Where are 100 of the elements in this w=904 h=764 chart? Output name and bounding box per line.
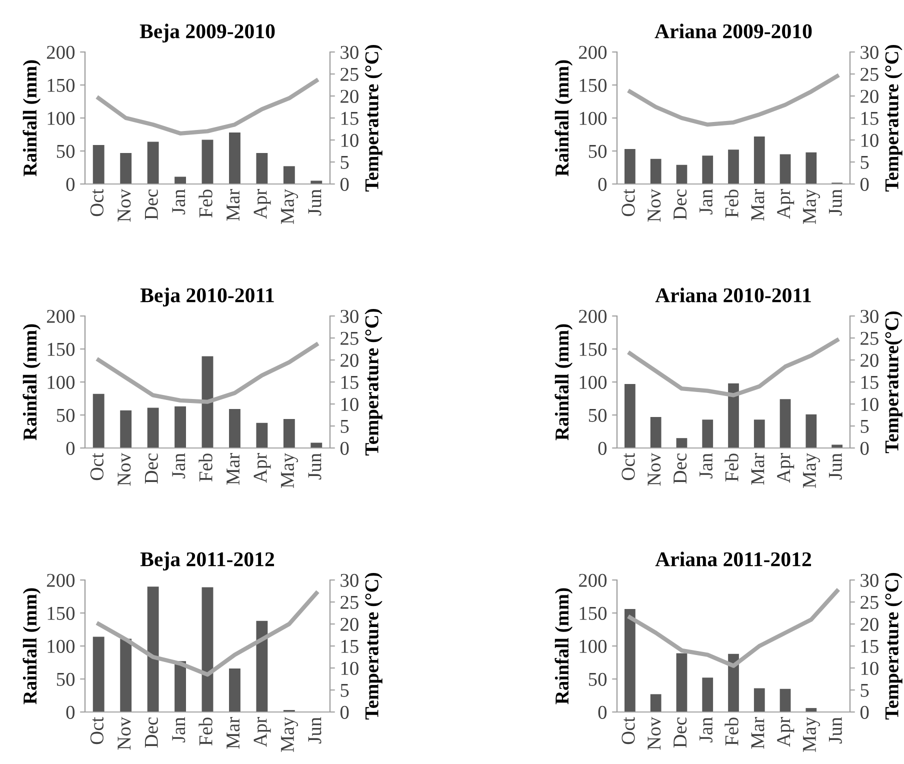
chart-title: Beja 2011-2012 (140, 552, 274, 571)
y2-tick-label: 25 (860, 68, 878, 81)
x-tick-label: Oct (90, 452, 104, 480)
bar (283, 166, 295, 184)
y-tick-label: 150 (48, 606, 75, 620)
y2-tick-label: 15 (861, 640, 878, 653)
y2-tick-label: 30 (340, 46, 358, 59)
bar (202, 356, 214, 448)
y-axis-title: Rainfall (mm) (22, 324, 41, 440)
x-tick-label: Dec (674, 453, 687, 484)
y2-tick-label: 10 (341, 134, 358, 147)
y-tick-label: 50 (56, 144, 75, 158)
y-tick-label: 0 (66, 442, 75, 455)
y2-tick-label: 5 (340, 684, 349, 697)
y2-tick-label: 20 (860, 354, 878, 367)
y2-tick-label: 5 (340, 420, 349, 433)
y-axis-title: Rainfall (mm) (22, 588, 41, 704)
x-tick-label: May (281, 452, 298, 488)
y2-axis-title: Temperature (°C) (364, 45, 382, 192)
x-tick-label: Jun (829, 453, 842, 480)
x-tick-label: Mar (226, 453, 240, 485)
bar (780, 688, 791, 712)
y-axis-title: Rainfall (mm) (554, 60, 573, 176)
bar (832, 444, 842, 448)
bar (650, 416, 662, 448)
y2-tick-label: 0 (860, 442, 869, 455)
x-tick-label: Jun (829, 189, 842, 216)
x-tick-label: Mar (751, 189, 764, 221)
chart-title: Ariana 2010-2011 (655, 288, 811, 302)
bar (624, 149, 636, 184)
y2-tick-label: 25 (340, 596, 358, 609)
bar (310, 180, 322, 184)
x-tick-label: Oct (622, 452, 635, 480)
bar (728, 150, 739, 184)
bar (702, 156, 714, 184)
y2-tick-label: 20 (340, 90, 358, 103)
y-tick-label: 200 (46, 574, 75, 587)
x-tick-label: Jan (172, 453, 186, 478)
y2-tick-label: 10 (861, 398, 878, 411)
x-tick-label: Jan (700, 189, 712, 214)
y2-tick-label: 0 (340, 442, 349, 455)
y-tick-label: 150 (580, 78, 607, 92)
y-tick-label: 50 (588, 408, 607, 422)
y-tick-label: 0 (598, 706, 607, 719)
y2-tick-label: 30 (860, 46, 878, 59)
y-axis-title: Rainfall (mm) (554, 588, 573, 704)
y2-tick-label: 5 (860, 684, 869, 697)
y-tick-label: 100 (580, 112, 607, 125)
x-tick-label: Jan (172, 189, 186, 214)
y2-tick-label: 25 (860, 332, 878, 345)
y-tick-label: 150 (580, 342, 607, 356)
y-tick-label: 150 (48, 342, 75, 356)
x-tick-label: Jun (829, 717, 842, 744)
y2-tick-label: 30 (860, 310, 878, 323)
x-tick-label: Apr (777, 189, 794, 219)
x-tick-label: Nov (118, 716, 131, 750)
bar (676, 438, 688, 448)
x-tick-label: May (803, 716, 820, 752)
bar (676, 653, 688, 712)
bar (256, 620, 268, 712)
y2-tick-label: 15 (861, 376, 878, 389)
bar (650, 158, 662, 184)
bar (728, 383, 739, 448)
y-tick-label: 100 (48, 640, 75, 653)
x-tick-label: Dec (145, 453, 158, 484)
x-tick-label: Oct (622, 716, 635, 744)
line-series (96, 78, 318, 136)
y-tick-label: 50 (56, 672, 75, 686)
bar (650, 694, 662, 712)
x-tick-label: Jun (308, 189, 322, 216)
y2-tick-label: 0 (340, 706, 349, 719)
x-tick-label: Apr (254, 717, 271, 747)
y-tick-label: 0 (598, 442, 607, 455)
y2-tick-label: 0 (860, 178, 869, 191)
y-axis-title: Rainfall (mm) (22, 60, 41, 176)
x-tick-label: Apr (777, 453, 794, 483)
y-tick-label: 150 (580, 606, 607, 620)
bar (806, 414, 817, 448)
y2-tick-label: 5 (340, 156, 349, 169)
bar (283, 418, 295, 448)
x-tick-label: May (803, 188, 820, 224)
x-tick-label: Nov (118, 188, 131, 222)
y-tick-label: 50 (588, 144, 607, 158)
bar (147, 142, 159, 184)
y2-tick-label: 25 (340, 68, 358, 81)
x-tick-label: Apr (777, 717, 794, 747)
y2-tick-label: 5 (860, 420, 869, 433)
bar (120, 638, 132, 712)
line-series (96, 342, 318, 404)
y-tick-label: 200 (578, 310, 607, 323)
y2-axis-title: Temperature(°C) (884, 311, 902, 454)
x-tick-label: Mar (226, 717, 240, 749)
line-series (96, 591, 318, 677)
line-series (628, 588, 840, 668)
bar (92, 145, 104, 184)
x-tick-label: Jan (172, 717, 186, 742)
x-tick-label: Oct (90, 188, 104, 216)
x-tick-label: Dec (145, 189, 158, 220)
bar (310, 442, 322, 448)
line-series (628, 338, 840, 398)
